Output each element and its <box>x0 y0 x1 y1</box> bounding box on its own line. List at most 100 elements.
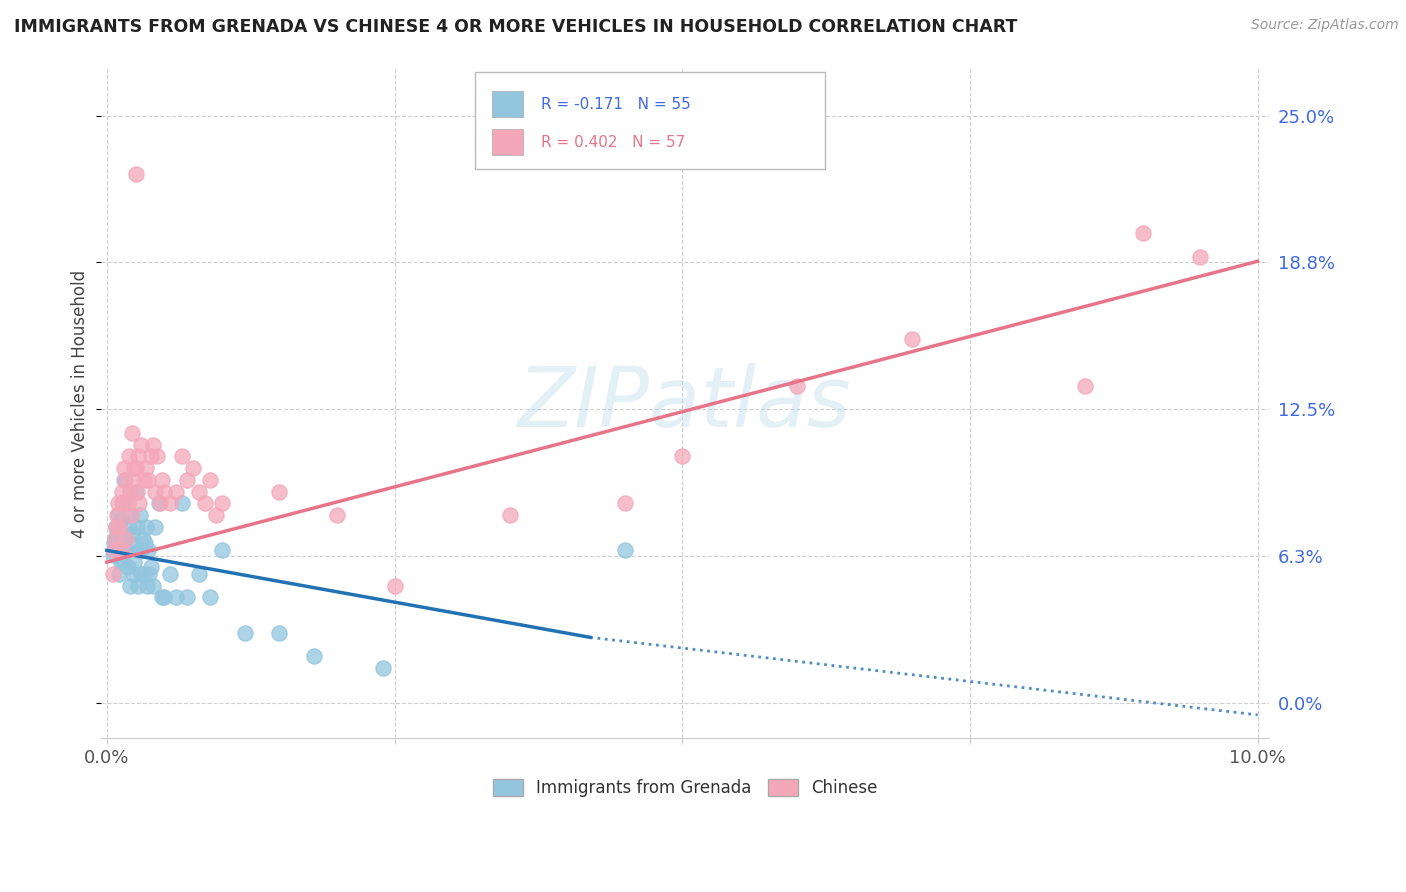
Point <box>205 508 228 522</box>
Point <box>187 566 209 581</box>
Point <box>135 461 157 475</box>
Point <box>131 566 153 581</box>
Point <box>150 473 173 487</box>
Point <box>128 496 150 510</box>
Point <box>114 532 136 546</box>
Point <box>124 167 146 181</box>
Point <box>122 473 145 487</box>
Point <box>132 566 155 581</box>
Point <box>1189 250 1212 264</box>
Point <box>211 496 233 510</box>
Text: R = -0.171   N = 55: R = -0.171 N = 55 <box>541 96 690 112</box>
Point <box>125 520 148 534</box>
Point <box>101 566 124 581</box>
Point <box>131 543 153 558</box>
Point <box>103 543 125 558</box>
Point <box>302 649 325 664</box>
FancyBboxPatch shape <box>492 129 523 155</box>
Point <box>148 496 170 510</box>
Point <box>118 536 141 550</box>
Point <box>153 484 176 499</box>
Point <box>671 450 693 464</box>
Point <box>149 496 172 510</box>
Point <box>101 548 124 562</box>
Point <box>124 555 146 569</box>
Point <box>105 527 128 541</box>
Point <box>131 437 153 451</box>
Point <box>107 543 129 558</box>
Point <box>200 473 222 487</box>
Legend: Immigrants from Grenada, Chinese: Immigrants from Grenada, Chinese <box>486 772 884 804</box>
Point <box>114 473 136 487</box>
Point <box>112 461 135 475</box>
Point <box>107 508 129 522</box>
Point <box>176 473 198 487</box>
Point <box>127 450 149 464</box>
Point <box>105 520 128 534</box>
Point <box>129 508 152 522</box>
Point <box>139 559 162 574</box>
Point <box>139 450 162 464</box>
Point <box>121 425 143 440</box>
Point <box>118 579 141 593</box>
Point <box>115 532 138 546</box>
Point <box>120 508 142 522</box>
Point <box>143 520 166 534</box>
Point <box>125 484 148 499</box>
Text: IMMIGRANTS FROM GRENADA VS CHINESE 4 OR MORE VEHICLES IN HOUSEHOLD CORRELATION C: IMMIGRANTS FROM GRENADA VS CHINESE 4 OR … <box>14 18 1018 36</box>
Point <box>1132 226 1154 240</box>
Text: ZIPatlas: ZIPatlas <box>519 363 852 444</box>
Point <box>120 508 142 522</box>
Point <box>176 591 198 605</box>
Point <box>181 461 204 475</box>
Point <box>142 437 165 451</box>
Point <box>200 591 222 605</box>
Point <box>105 508 128 522</box>
Point <box>165 591 187 605</box>
Point <box>170 496 193 510</box>
Point <box>170 450 193 464</box>
Point <box>124 484 146 499</box>
Point <box>159 496 181 510</box>
Point <box>104 532 127 546</box>
Point <box>122 566 145 581</box>
Point <box>211 543 233 558</box>
Point <box>142 579 165 593</box>
Point <box>136 543 159 558</box>
Point <box>150 591 173 605</box>
Point <box>159 566 181 581</box>
Point <box>108 520 131 534</box>
Point <box>384 579 406 593</box>
Point <box>117 559 139 574</box>
Point <box>153 591 176 605</box>
Point <box>146 450 169 464</box>
Point <box>132 473 155 487</box>
Point <box>111 496 134 510</box>
Point <box>103 536 125 550</box>
Point <box>121 527 143 541</box>
Point <box>111 496 134 510</box>
Point <box>124 461 146 475</box>
Point <box>901 332 924 346</box>
FancyBboxPatch shape <box>492 91 523 117</box>
Text: Source: ZipAtlas.com: Source: ZipAtlas.com <box>1251 18 1399 32</box>
Point <box>108 566 131 581</box>
Point <box>104 532 127 546</box>
Point <box>110 513 132 527</box>
Point <box>131 532 153 546</box>
Point <box>111 555 134 569</box>
Point <box>107 496 129 510</box>
Point <box>112 473 135 487</box>
Point <box>269 484 291 499</box>
Point <box>118 450 141 464</box>
Point <box>187 484 209 499</box>
Point <box>110 555 132 569</box>
Point <box>138 566 160 581</box>
Point <box>111 484 134 499</box>
Point <box>165 484 187 499</box>
Point <box>134 536 156 550</box>
Point <box>233 625 256 640</box>
Point <box>326 508 349 522</box>
FancyBboxPatch shape <box>475 72 825 169</box>
Y-axis label: 4 or more Vehicles in Household: 4 or more Vehicles in Household <box>72 269 89 538</box>
